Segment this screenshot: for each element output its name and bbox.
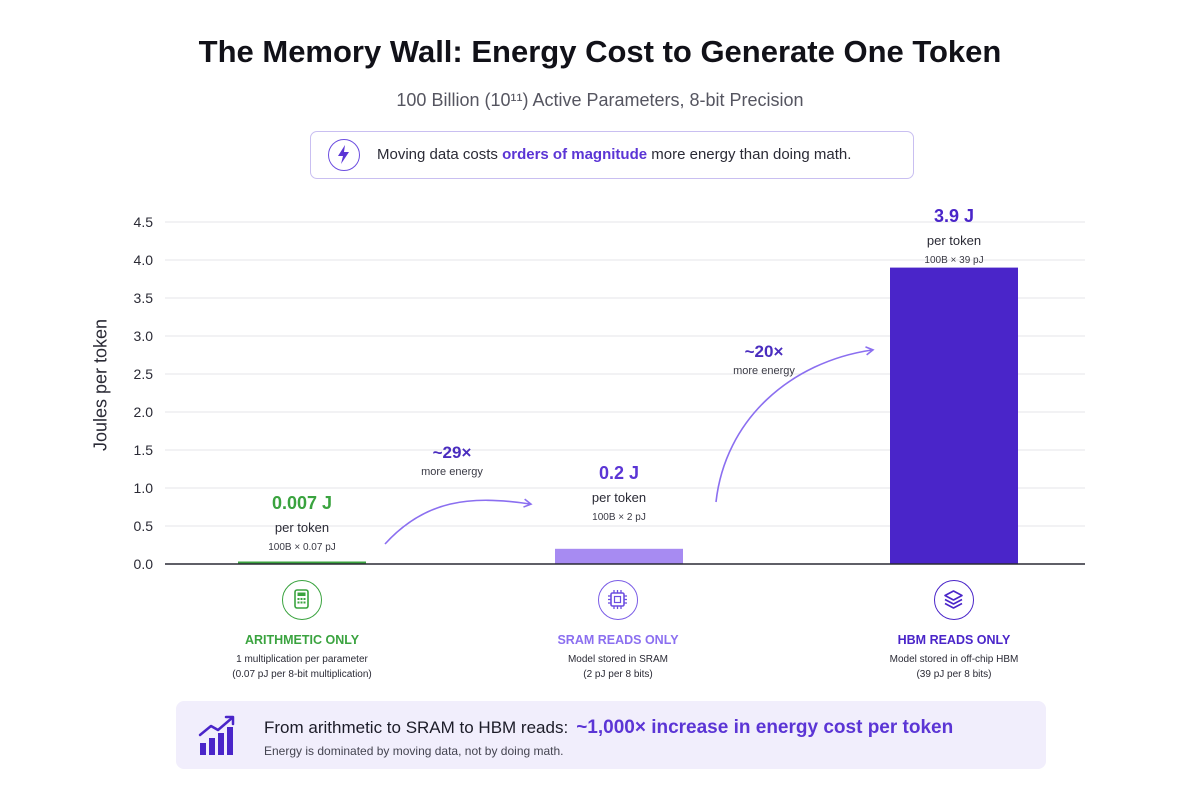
page-subtitle: 100 Billion (10¹¹) Active Parameters, 8-… — [396, 90, 804, 110]
y-tick-label: 0.5 — [134, 518, 154, 534]
category-description: 1 multiplication per parameter (0.07 pJ … — [152, 652, 452, 682]
category-sram: SRAM READS ONLY Model stored in SRAM (2 … — [468, 580, 768, 682]
category-description-line: Model stored in SRAM — [567, 654, 669, 665]
category-description: Model stored in SRAM (2 pJ per 8 bits) — [468, 652, 768, 682]
category-name: HBM READS ONLY — [897, 633, 1011, 647]
bar-calc-label: 100B × 39 pJ — [924, 255, 984, 266]
energy-bar-chart: 0.0 0.5 1.0 1.5 2.0 2.5 3.0 3.5 4.0 4.5 — [134, 214, 1085, 572]
multiplier-sublabel: more energy — [421, 466, 483, 478]
category-description-line: Model stored in off-chip HBM — [889, 654, 1019, 665]
bar-value-label: 3.9 J — [933, 206, 975, 226]
category-description-line: (0.07 pJ per 8-bit multiplication) — [232, 669, 372, 680]
y-tick-label: 4.0 — [134, 252, 154, 268]
category-name: SRAM READS ONLY — [557, 633, 679, 647]
arrow-arithmetic-to-sram — [384, 498, 533, 545]
multiplier-annotation-20x: ~20× more energy — [694, 342, 834, 377]
y-tick-label: 2.0 — [134, 404, 154, 420]
multiplier-label: ~20× — [744, 342, 784, 361]
category-name: ARITHMETIC ONLY — [244, 633, 360, 647]
summary-highlight: ~1,000× increase in energy cost per toke… — [576, 717, 954, 738]
bar-calc-label: 100B × 2 pJ — [592, 512, 646, 523]
summary-banner: From arithmetic to SRAM to HBM reads: ~1,… — [176, 701, 1046, 769]
calculator-icon — [282, 580, 322, 620]
page-title: The Memory Wall: Energy Cost to Generate… — [198, 34, 1002, 69]
summary-text: From arithmetic to SRAM to HBM reads: ~1,… — [264, 717, 953, 739]
category-description-line: (39 pJ per 8 bits) — [916, 669, 992, 680]
category-hbm: HBM READS ONLY Model stored in off-chip … — [804, 580, 1104, 682]
bar-calc-label: 100B × 0.07 pJ — [268, 542, 336, 553]
multiplier-label: ~29× — [432, 443, 472, 462]
callout-text: Moving data costs orders of magnitude mo… — [377, 146, 851, 163]
bar-unit-label: per token — [926, 233, 982, 248]
category-description-line: (2 pJ per 8 bits) — [583, 669, 653, 680]
category-arithmetic: ARITHMETIC ONLY 1 multiplication per par… — [152, 580, 452, 682]
callout-text-before: Moving data costs — [377, 146, 498, 163]
bar-value-label: 0.2 J — [598, 463, 640, 483]
category-description: Model stored in off-chip HBM (39 pJ per … — [804, 652, 1104, 682]
y-tick-label: 2.5 — [134, 366, 154, 382]
bar-chart-trend-icon — [198, 713, 242, 762]
y-tick-label: 3.5 — [134, 290, 154, 306]
summary-text-lead: From arithmetic to SRAM to HBM reads: — [264, 718, 569, 737]
category-description-line: 1 multiplication per parameter — [236, 654, 368, 665]
bar-unit-label: per token — [591, 490, 647, 505]
multiplier-annotation-29x: ~29× more energy — [382, 443, 522, 478]
callout-text-after: more energy than doing math. — [651, 146, 852, 163]
bar-arithmetic — [238, 561, 366, 564]
lightning-icon — [328, 139, 360, 171]
callout-emphasis: orders of magnitude — [502, 146, 648, 163]
layers-icon — [934, 580, 974, 620]
y-tick-label: 3.0 — [134, 328, 154, 344]
bar-sram — [555, 548, 683, 564]
bar-label-sram: 0.2 J per token 100B × 2 pJ — [509, 463, 729, 523]
y-tick-label: 1.5 — [134, 442, 154, 458]
bar-label-hbm: 3.9 J per token 100B × 39 pJ — [844, 206, 1064, 266]
bar-label-arithmetic: 0.007 J per token 100B × 0.07 pJ — [192, 493, 412, 553]
bar-value-label: 0.007 J — [271, 493, 333, 513]
insight-callout: Moving data costs orders of magnitude mo… — [310, 131, 914, 179]
arrow-sram-to-hbm — [715, 346, 875, 503]
bar-unit-label: per token — [274, 520, 330, 535]
y-tick-label: 4.5 — [134, 214, 154, 230]
multiplier-sublabel: more energy — [733, 365, 795, 377]
summary-subtext: Energy is dominated by moving data, not … — [264, 744, 564, 758]
bar-hbm — [890, 267, 1018, 564]
y-tick-label: 1.0 — [134, 480, 154, 496]
chip-icon — [598, 580, 638, 620]
y-tick-label: 0.0 — [134, 556, 154, 572]
